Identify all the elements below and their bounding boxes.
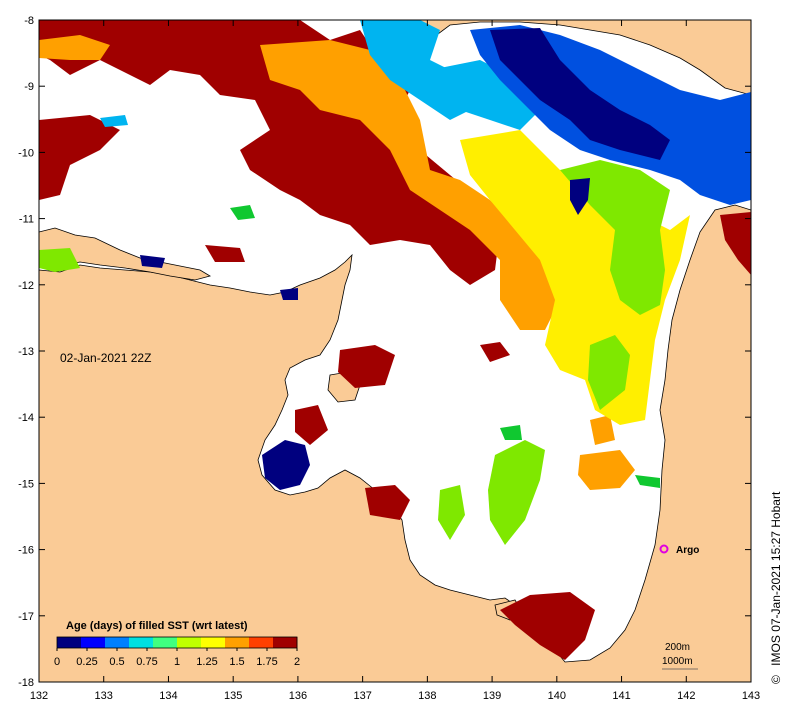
patch-age-1-25 (588, 335, 630, 410)
y-axis: -8 -9 -10 -11 -12 -13 -14 -15 -16 -17 -18 (18, 15, 751, 689)
patch-age-0 (570, 178, 590, 215)
patch-age-1-25 (39, 248, 80, 272)
x-tick-label: 140 (548, 690, 566, 702)
y-tick-label: -8 (24, 15, 34, 27)
legend-tick-label: 0.25 (76, 656, 97, 668)
patch-age-1 (230, 205, 255, 220)
credit-label: IMOS 07-Jan-2021 15:27 Hobart (769, 491, 783, 666)
patch-age-2 (39, 115, 120, 200)
y-tick-label: -18 (18, 677, 34, 689)
x-tick-label: 132 (30, 690, 48, 702)
x-tick-label: 137 (353, 690, 371, 702)
patch-age-1-75 (260, 40, 560, 330)
legend-tick-label: 1.75 (256, 656, 277, 668)
contour-label-1000m: 1000m (662, 656, 693, 667)
x-tick-label: 134 (159, 690, 177, 702)
y-tick-label: -16 (18, 545, 34, 557)
contour-label-200m: 200m (665, 642, 690, 653)
patch-age-2 (295, 405, 328, 445)
y-tick-label: -15 (18, 478, 34, 490)
legend-tick-label: 0.5 (109, 656, 124, 668)
legend-tick-label: 1 (174, 656, 180, 668)
x-tick-label: 142 (677, 690, 695, 702)
patch-age-2 (205, 245, 245, 262)
patch-age-1-25 (438, 485, 465, 540)
y-tick-label: -14 (18, 412, 34, 424)
patch-age-2 (720, 212, 751, 275)
legend-color-segment (153, 637, 178, 648)
legend-title: Age (days) of filled SST (wrt latest) (66, 620, 248, 632)
x-tick-label: 138 (418, 690, 436, 702)
argo-marker: Argo (659, 544, 699, 556)
sst-age-patches (39, 20, 751, 660)
y-tick-label: -17 (18, 611, 34, 623)
y-tick-label: -10 (18, 147, 34, 159)
patch-age-0-5 (100, 115, 128, 127)
legend-tick-label: 2 (294, 656, 300, 668)
legend-tick-label: 1.5 (229, 656, 244, 668)
legend-color-segment (273, 637, 298, 648)
patch-age-1-5 (460, 130, 690, 425)
patch-age-2 (365, 485, 410, 520)
land-melville-island (39, 227, 212, 281)
argo-label: Argo (676, 545, 699, 556)
legend-colorbar (57, 637, 298, 648)
legend-color-segment (57, 637, 82, 648)
legend-ticks: 0 0.25 0.5 0.75 1 1.25 1.5 1.75 2 (54, 648, 300, 668)
x-tick-label: 136 (289, 690, 307, 702)
patch-age-0-5 (360, 20, 470, 120)
land-new-guinea (394, 20, 751, 96)
x-tick-label: 143 (742, 690, 760, 702)
legend-tick-label: 1.25 (196, 656, 217, 668)
x-tick-label: 139 (483, 690, 501, 702)
patch-age-1-25 (488, 440, 545, 545)
date-label: 02-Jan-2021 22Z (60, 351, 151, 365)
patch-age-1 (500, 425, 522, 440)
patch-age-1-75 (578, 450, 635, 490)
legend-tick-label: 0 (54, 656, 60, 668)
land-australia (39, 204, 751, 682)
y-tick-label: -9 (24, 81, 34, 93)
copyright-icon: © (769, 675, 783, 684)
patch-age-0 (280, 288, 298, 300)
argo-marker-icon (659, 544, 669, 554)
x-tick-label: 133 (95, 690, 113, 702)
x-tick-label: 141 (612, 690, 630, 702)
x-tick-label: 135 (224, 690, 242, 702)
legend-tick-label: 0.75 (136, 656, 157, 668)
patch-age-1 (635, 475, 660, 488)
patch-age-0 (490, 28, 670, 160)
y-tick-label: -13 (18, 346, 34, 358)
legend-color-segment (81, 637, 106, 648)
legend-color-segment (225, 637, 250, 648)
patch-age-2 (338, 345, 395, 388)
map-layers (39, 20, 751, 682)
legend-color-segment (129, 637, 154, 648)
legend-color-segment (201, 637, 226, 648)
legend-color-segment (177, 637, 202, 648)
patch-age-0 (140, 255, 165, 268)
patch-age-2 (500, 592, 595, 660)
y-tick-label: -11 (19, 214, 34, 226)
patch-age-2 (480, 342, 510, 362)
patch-age-1-75 (39, 35, 110, 60)
y-tick-label: -12 (18, 280, 34, 292)
patch-age-1-75 (590, 415, 615, 445)
legend-color-segment (105, 637, 130, 648)
credit-text: © IMOS 07-Jan-2021 15:27 Hobart (769, 491, 783, 684)
patch-age-0 (262, 440, 310, 490)
land-layer (39, 20, 751, 682)
legend-color-segment (249, 637, 274, 648)
x-axis: 132 133 134 135 136 137 138 139 140 141 142 143 (30, 20, 760, 702)
